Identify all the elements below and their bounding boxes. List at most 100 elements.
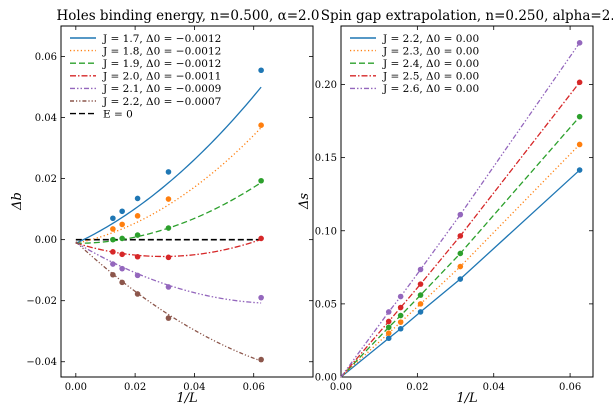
data-point <box>576 167 583 173</box>
series-line <box>75 241 262 362</box>
data-point <box>165 196 172 202</box>
data-point <box>119 251 125 258</box>
data-point <box>397 304 404 311</box>
series-line <box>75 241 262 304</box>
data-point <box>258 177 264 184</box>
legend-entry: J = 2.3, Δ0 = 0.00 <box>382 45 479 57</box>
data-point <box>385 309 392 315</box>
spin-gap-chart: Spin gap extrapolation, n=0.250, alpha=2… <box>297 8 613 406</box>
plot-frame <box>60 25 314 378</box>
data-point <box>134 291 141 297</box>
x-axis-label: 1/L <box>456 391 477 406</box>
legend-entry: J = 2.2, Δ0 = 0.00 <box>382 33 479 45</box>
y-tick-label: 0.00 <box>35 235 57 246</box>
data-point <box>134 232 141 238</box>
y-tick-label: −0.02 <box>26 296 57 307</box>
series-layer <box>340 40 583 378</box>
y-tick-label: 0.20 <box>315 80 337 91</box>
data-point <box>457 263 464 270</box>
legend-entry: J = 1.9, Δ0 = −0.0012 <box>102 58 221 70</box>
data-point <box>134 213 141 219</box>
data-point <box>165 225 172 231</box>
data-point <box>397 312 404 319</box>
data-point <box>110 226 116 232</box>
chart-title: Holes binding energy, n=0.500, α=2.0 <box>57 8 320 24</box>
series-line <box>340 81 581 378</box>
y-tick-label: 0.15 <box>315 153 337 164</box>
tick-group: 0.00 0.02 0.04 0.06 0.00 0.05 0.10 0.15 0.20 <box>315 26 593 393</box>
x-tick-label: 0.00 <box>330 382 352 393</box>
data-point <box>258 294 264 301</box>
binding-energy-chart: Holes binding energy, n=0.500, α=2.0 0.0… <box>10 8 320 406</box>
data-point <box>258 356 264 363</box>
y-tick-label: 0.02 <box>35 174 57 185</box>
data-point <box>417 301 424 307</box>
legend-entry: J = 2.1, Δ0 = −0.0009 <box>102 83 221 95</box>
data-point <box>110 249 116 255</box>
data-point <box>119 265 125 272</box>
data-point <box>576 40 583 46</box>
plot-frame <box>340 25 594 378</box>
data-point <box>165 284 172 290</box>
data-point <box>417 266 424 273</box>
data-point <box>134 253 141 260</box>
data-point <box>258 67 264 74</box>
data-point <box>110 236 116 243</box>
data-point <box>457 233 464 239</box>
y-axis-label: Δb <box>10 192 25 211</box>
data-point <box>457 276 464 282</box>
data-point <box>457 211 464 218</box>
tick-group: 0.00 0.02 0.04 0.06 −0.04 −0.02 0.00 0.02 0.04 0.… <box>26 26 313 393</box>
series-line <box>75 86 262 244</box>
data-point <box>457 250 464 257</box>
series-line <box>340 169 581 378</box>
data-point <box>119 208 125 215</box>
data-point <box>110 271 116 278</box>
data-point <box>110 261 116 267</box>
x-tick-label: 0.04 <box>483 382 505 393</box>
data-point <box>119 235 125 242</box>
legend-entry: J = 2.6, Δ0 = 0.00 <box>382 83 479 95</box>
data-point <box>417 292 424 298</box>
data-point <box>134 195 141 202</box>
y-tick-label: 0.04 <box>35 113 57 124</box>
x-axis-label: 1/L <box>176 391 197 406</box>
data-point <box>385 335 392 342</box>
data-point <box>119 279 125 286</box>
data-point <box>385 330 392 336</box>
series-line <box>75 181 262 244</box>
data-point <box>165 254 172 261</box>
legend-entry: J = 2.0, Δ0 = −0.0011 <box>102 71 221 83</box>
data-point <box>417 281 424 287</box>
legend-entry: E = 0 <box>103 108 133 120</box>
legend-entry: J = 1.7, Δ0 = −0.0012 <box>102 33 221 45</box>
data-point <box>397 319 404 325</box>
legend-entry: J = 2.5, Δ0 = 0.00 <box>382 71 479 83</box>
chart-title: Spin gap extrapolation, n=0.250, alpha=2… <box>321 8 613 24</box>
x-tick-label: 0.00 <box>65 382 87 393</box>
series-line <box>75 127 262 244</box>
data-point <box>417 309 424 315</box>
data-point <box>397 325 404 332</box>
legend: J = 2.2, Δ0 = 0.00J = 2.3, Δ0 = 0.00J = … <box>350 33 479 95</box>
series-line <box>340 116 581 378</box>
x-tick-label: 0.02 <box>406 382 428 393</box>
y-tick-label: 0.05 <box>315 299 337 310</box>
legend-entry: J = 2.2, Δ0 = −0.0007 <box>102 96 221 108</box>
data-point <box>258 122 264 128</box>
data-point <box>134 272 141 279</box>
data-point <box>165 169 172 175</box>
data-point <box>576 79 583 86</box>
legend-entry: J = 2.4, Δ0 = 0.00 <box>382 58 479 70</box>
data-point <box>576 141 583 148</box>
x-tick-label: 0.02 <box>124 382 146 393</box>
data-point <box>397 293 404 300</box>
data-point <box>385 318 392 325</box>
y-tick-label: 0.06 <box>35 52 57 63</box>
series-line <box>340 144 581 378</box>
x-tick-label: 0.06 <box>559 382 581 393</box>
data-point <box>576 113 583 120</box>
data-point <box>110 215 116 222</box>
